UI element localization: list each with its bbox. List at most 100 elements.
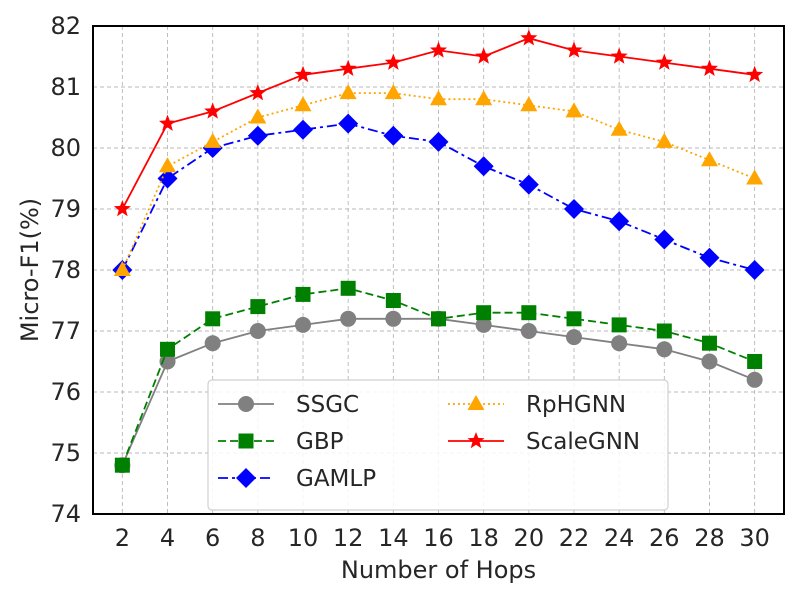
legend-marker-ssgc <box>238 396 254 412</box>
legend-marker-rphgnn <box>467 395 485 410</box>
data-point-ssgc <box>295 316 312 333</box>
data-point-gbp <box>385 293 401 308</box>
x-tick-label: 18 <box>468 524 499 552</box>
legend-label-gbp: GBP <box>296 429 344 455</box>
data-point-scalegnn <box>520 29 538 46</box>
x-tick-label: 16 <box>423 524 454 552</box>
data-point-rphgnn <box>384 84 402 100</box>
x-tick-label: 14 <box>378 524 409 552</box>
series-scalegnn <box>113 29 764 217</box>
data-point-rphgnn <box>610 120 628 136</box>
data-point-ssgc <box>565 329 582 346</box>
data-point-gamlp <box>338 113 359 134</box>
y-tick-label: 76 <box>50 378 81 406</box>
data-point-rphgnn <box>746 169 764 185</box>
data-point-ssgc <box>611 335 628 352</box>
x-tick-label: 30 <box>739 524 770 552</box>
data-point-scalegnn <box>746 65 764 83</box>
x-tick-label: 10 <box>288 524 319 552</box>
data-point-scalegnn <box>384 53 402 70</box>
data-point-scalegnn <box>565 41 583 58</box>
data-point-gbp <box>431 311 446 327</box>
data-point-gbp <box>611 317 627 333</box>
data-point-rphgnn <box>700 151 718 167</box>
data-point-ssgc <box>656 341 673 358</box>
data-point-gbp <box>747 354 763 369</box>
data-point-scalegnn <box>204 102 222 119</box>
data-point-rphgnn <box>475 90 493 106</box>
data-point-gamlp <box>518 174 539 195</box>
data-point-rphgnn <box>565 102 583 118</box>
data-point-rphgnn <box>520 96 538 112</box>
data-point-gamlp <box>247 125 268 146</box>
y-tick-label: 78 <box>50 256 81 284</box>
data-point-gamlp <box>157 168 178 189</box>
x-tick-label: 20 <box>514 524 545 552</box>
y-tick-label: 74 <box>50 500 81 528</box>
legend-item-rphgnn: RpHGNN <box>448 392 626 418</box>
data-point-gamlp <box>744 260 765 280</box>
data-point-ssgc <box>204 335 221 352</box>
data-point-gamlp <box>699 247 720 268</box>
data-point-gbp <box>114 457 130 473</box>
legend-label-rphgnn: RpHGNN <box>526 392 626 418</box>
data-point-gbp <box>656 323 672 339</box>
y-tick-label: 80 <box>50 134 81 162</box>
data-point-ssgc <box>249 323 266 339</box>
data-point-gbp <box>521 305 537 321</box>
data-point-scalegnn <box>158 114 177 131</box>
x-tick-label: 12 <box>333 524 364 552</box>
x-tick-label: 8 <box>250 524 265 552</box>
x-tick-label: 26 <box>649 524 680 552</box>
legend-marker-gbp <box>238 433 254 449</box>
data-point-gbp <box>250 299 266 315</box>
y-tick-label: 75 <box>50 439 81 467</box>
legend-marker-scalegnn <box>467 432 485 449</box>
y-tick-label: 77 <box>50 317 81 345</box>
x-tick-label: 2 <box>115 524 130 552</box>
x-tick-label: 6 <box>205 524 220 552</box>
legend-label-scalegnn: ScaleGNN <box>526 429 640 455</box>
data-point-rphgnn <box>655 132 673 148</box>
data-point-gamlp <box>609 211 630 232</box>
y-axis-title: Micro-F1(%) <box>16 198 44 342</box>
data-point-ssgc <box>701 353 718 370</box>
data-point-gbp <box>566 311 582 327</box>
data-point-gbp <box>160 341 176 357</box>
data-point-ssgc <box>385 310 402 327</box>
series-rphgnn <box>113 84 764 276</box>
y-tick-label: 82 <box>50 12 81 40</box>
data-point-ssgc <box>475 316 492 333</box>
data-point-rphgnn <box>204 132 222 148</box>
y-tick-label: 79 <box>50 195 81 223</box>
y-tick-label: 81 <box>50 73 81 101</box>
data-point-scalegnn <box>475 47 493 64</box>
data-point-gamlp <box>473 156 494 177</box>
legend-item-gbp: GBP <box>218 429 344 455</box>
legend-item-gamlp: GAMLP <box>218 466 376 492</box>
data-point-rphgnn <box>249 108 267 124</box>
data-point-gbp <box>476 305 492 321</box>
data-point-rphgnn <box>159 157 177 173</box>
data-point-scalegnn <box>113 200 131 217</box>
data-point-scalegnn <box>429 41 448 58</box>
series-gbp <box>114 280 763 473</box>
x-tick-label: 28 <box>694 524 725 552</box>
data-point-rphgnn <box>430 90 447 106</box>
data-point-gamlp <box>293 119 314 140</box>
x-tick-label: 4 <box>160 524 175 552</box>
data-point-gamlp <box>383 125 404 146</box>
legend: SSGC GBP GAMLP RpHGNN ScaleGNN <box>207 379 669 511</box>
data-point-scalegnn <box>655 53 673 70</box>
data-point-rphgnn <box>339 84 357 100</box>
plot-frame <box>92 25 785 515</box>
data-point-ssgc <box>340 310 357 327</box>
legend-label-gamlp: GAMLP <box>296 466 376 492</box>
data-point-scalegnn <box>294 65 312 83</box>
series-ssgc <box>114 310 763 474</box>
data-point-gbp <box>701 335 717 351</box>
data-point-scalegnn <box>339 59 357 76</box>
data-point-scalegnn <box>700 59 719 76</box>
data-point-gamlp <box>563 199 584 219</box>
